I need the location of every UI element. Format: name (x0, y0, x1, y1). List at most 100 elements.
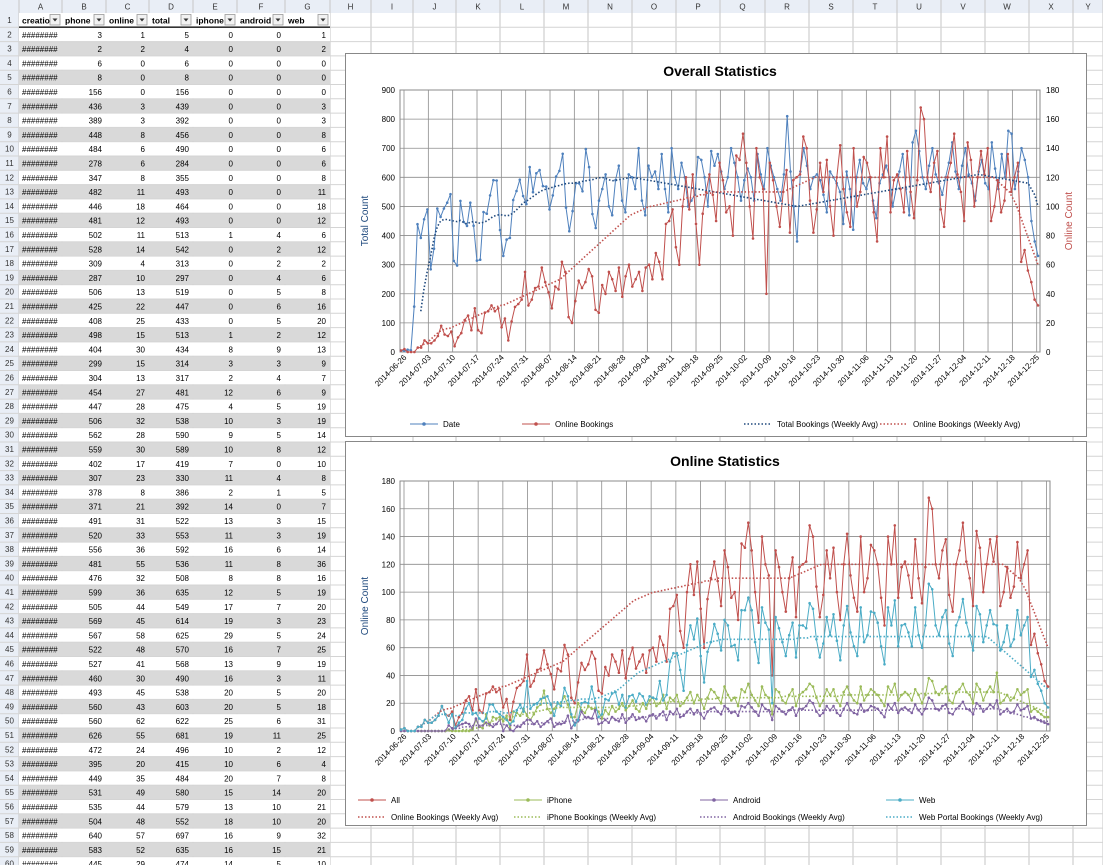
data-point (907, 708, 910, 712)
table-row[interactable] (19, 213, 330, 227)
data-point (520, 298, 523, 301)
table-cell: 0 (229, 102, 234, 111)
table-row[interactable] (19, 542, 330, 556)
table-row[interactable] (19, 285, 330, 299)
table-cell: 506 (89, 288, 103, 297)
table-row[interactable] (19, 127, 330, 142)
table-row[interactable] (19, 714, 330, 728)
table-row[interactable] (19, 685, 330, 699)
table-row[interactable] (19, 471, 330, 485)
table-row[interactable] (19, 27, 330, 42)
table-row[interactable] (19, 528, 330, 542)
table-row[interactable] (19, 800, 330, 814)
data-point (942, 225, 946, 229)
table-row[interactable] (19, 671, 330, 685)
table-row[interactable] (19, 614, 330, 628)
table-cell: 0 (229, 131, 234, 140)
column-letter: I (391, 3, 393, 12)
data-point (971, 701, 975, 705)
table-row[interactable] (19, 599, 330, 614)
data-point (583, 668, 587, 672)
table-row[interactable] (19, 185, 330, 199)
table-row[interactable] (19, 857, 330, 865)
table-row[interactable] (19, 385, 330, 399)
data-point (896, 645, 900, 648)
data-point (668, 696, 672, 699)
table-row[interactable] (19, 785, 330, 799)
table-row[interactable] (19, 571, 330, 585)
table-row[interactable] (19, 428, 330, 442)
table-row[interactable] (19, 456, 330, 471)
data-point (1036, 254, 1040, 258)
table-row[interactable] (19, 228, 330, 242)
table-row[interactable] (19, 256, 330, 270)
data-point (927, 164, 931, 167)
table-row[interactable] (19, 199, 330, 213)
table-row[interactable] (19, 56, 330, 70)
table-row[interactable] (19, 485, 330, 499)
table-row[interactable] (19, 642, 330, 656)
table-row[interactable] (19, 556, 330, 571)
data-point (791, 621, 794, 624)
data-point (845, 532, 849, 536)
online-statistics-chart[interactable]: Online Statistics 0 20 40 60 80 100 120 140 160 18… (345, 441, 1087, 826)
table-row[interactable] (19, 170, 330, 185)
table-row[interactable] (19, 413, 330, 428)
table-row[interactable] (19, 113, 330, 127)
date-cell: ######## (22, 589, 58, 598)
table-row[interactable] (19, 313, 330, 328)
data-point (544, 185, 548, 188)
table-cell: 7 (277, 603, 282, 612)
table-row[interactable] (19, 699, 330, 714)
table-row[interactable] (19, 399, 330, 413)
data-point (665, 693, 668, 697)
table-cell: 10 (136, 274, 145, 283)
series-line (419, 176, 1039, 347)
table-row[interactable] (19, 42, 330, 56)
table-row[interactable] (19, 356, 330, 370)
table-row[interactable] (19, 757, 330, 771)
table-row[interactable] (19, 499, 330, 513)
table-row[interactable] (19, 628, 330, 642)
table-row[interactable] (19, 771, 330, 785)
table-row[interactable] (19, 85, 330, 99)
table-row[interactable] (19, 842, 330, 857)
data-point (908, 213, 911, 217)
table-cell: 8 (277, 574, 282, 583)
table-cell: 0 (229, 274, 234, 283)
data-point (770, 718, 774, 722)
data-point (491, 725, 495, 729)
table-row[interactable] (19, 342, 330, 356)
table-row[interactable] (19, 371, 330, 385)
table-row[interactable] (19, 585, 330, 599)
table-row[interactable] (19, 299, 330, 313)
data-point (665, 718, 668, 722)
data-point (1033, 707, 1036, 711)
table-row[interactable] (19, 442, 330, 456)
data-point (842, 624, 845, 627)
table-row[interactable] (19, 814, 330, 828)
table-cell: 0 (229, 303, 234, 312)
data-point (932, 161, 936, 165)
data-point (713, 560, 716, 563)
table-row[interactable] (19, 70, 330, 84)
table-row[interactable] (19, 514, 330, 528)
data-point (875, 240, 879, 243)
data-point (982, 699, 985, 702)
data-point (529, 718, 532, 722)
row-number: 37 (5, 531, 14, 540)
table-row[interactable] (19, 328, 330, 342)
overall-statistics-chart[interactable]: Overall Statistics 0 100 200 300 400 500 600 700… (345, 53, 1087, 437)
data-point (784, 713, 788, 716)
table-row[interactable] (19, 828, 330, 842)
table-row[interactable] (19, 728, 330, 742)
table-row[interactable] (19, 270, 330, 285)
table-row[interactable] (19, 657, 330, 671)
table-row[interactable] (19, 142, 330, 156)
table-cell: 11 (225, 560, 234, 569)
table-row[interactable] (19, 742, 330, 757)
table-row[interactable] (19, 242, 330, 256)
table-row[interactable] (19, 99, 330, 113)
data-point (920, 646, 924, 649)
table-row[interactable] (19, 156, 330, 170)
